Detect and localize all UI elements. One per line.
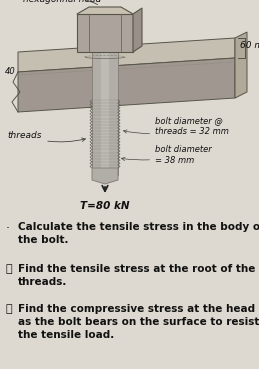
Polygon shape: [235, 32, 247, 98]
Polygon shape: [101, 15, 109, 175]
Text: Ⓓ: Ⓓ: [5, 304, 12, 314]
Text: ·: ·: [6, 222, 10, 235]
Text: bolt diameter
= 38 mm: bolt diameter = 38 mm: [121, 145, 212, 165]
Text: threads: threads: [8, 131, 85, 142]
Text: 60 mm: 60 mm: [240, 41, 259, 51]
Text: Ⓒ: Ⓒ: [5, 264, 12, 274]
Text: 40: 40: [5, 68, 16, 76]
Text: T=80 kN: T=80 kN: [80, 201, 130, 211]
Text: Find the tensile stress at the root of the
threads.: Find the tensile stress at the root of t…: [18, 264, 255, 287]
Text: Calculate the tensile stress in the body of
the bolt.: Calculate the tensile stress in the body…: [18, 222, 259, 245]
Polygon shape: [18, 38, 235, 72]
Polygon shape: [92, 168, 118, 184]
Polygon shape: [77, 14, 133, 52]
Text: hexagonnal head: hexagonnal head: [23, 0, 101, 4]
Polygon shape: [77, 7, 133, 21]
Text: bolt diameter @
threads = 32 mm: bolt diameter @ threads = 32 mm: [124, 116, 229, 136]
Polygon shape: [92, 15, 118, 175]
Polygon shape: [133, 8, 142, 52]
Polygon shape: [18, 58, 235, 112]
Text: Find the compressive stress at the head
as the bolt bears on the surface to resi: Find the compressive stress at the head …: [18, 304, 259, 340]
